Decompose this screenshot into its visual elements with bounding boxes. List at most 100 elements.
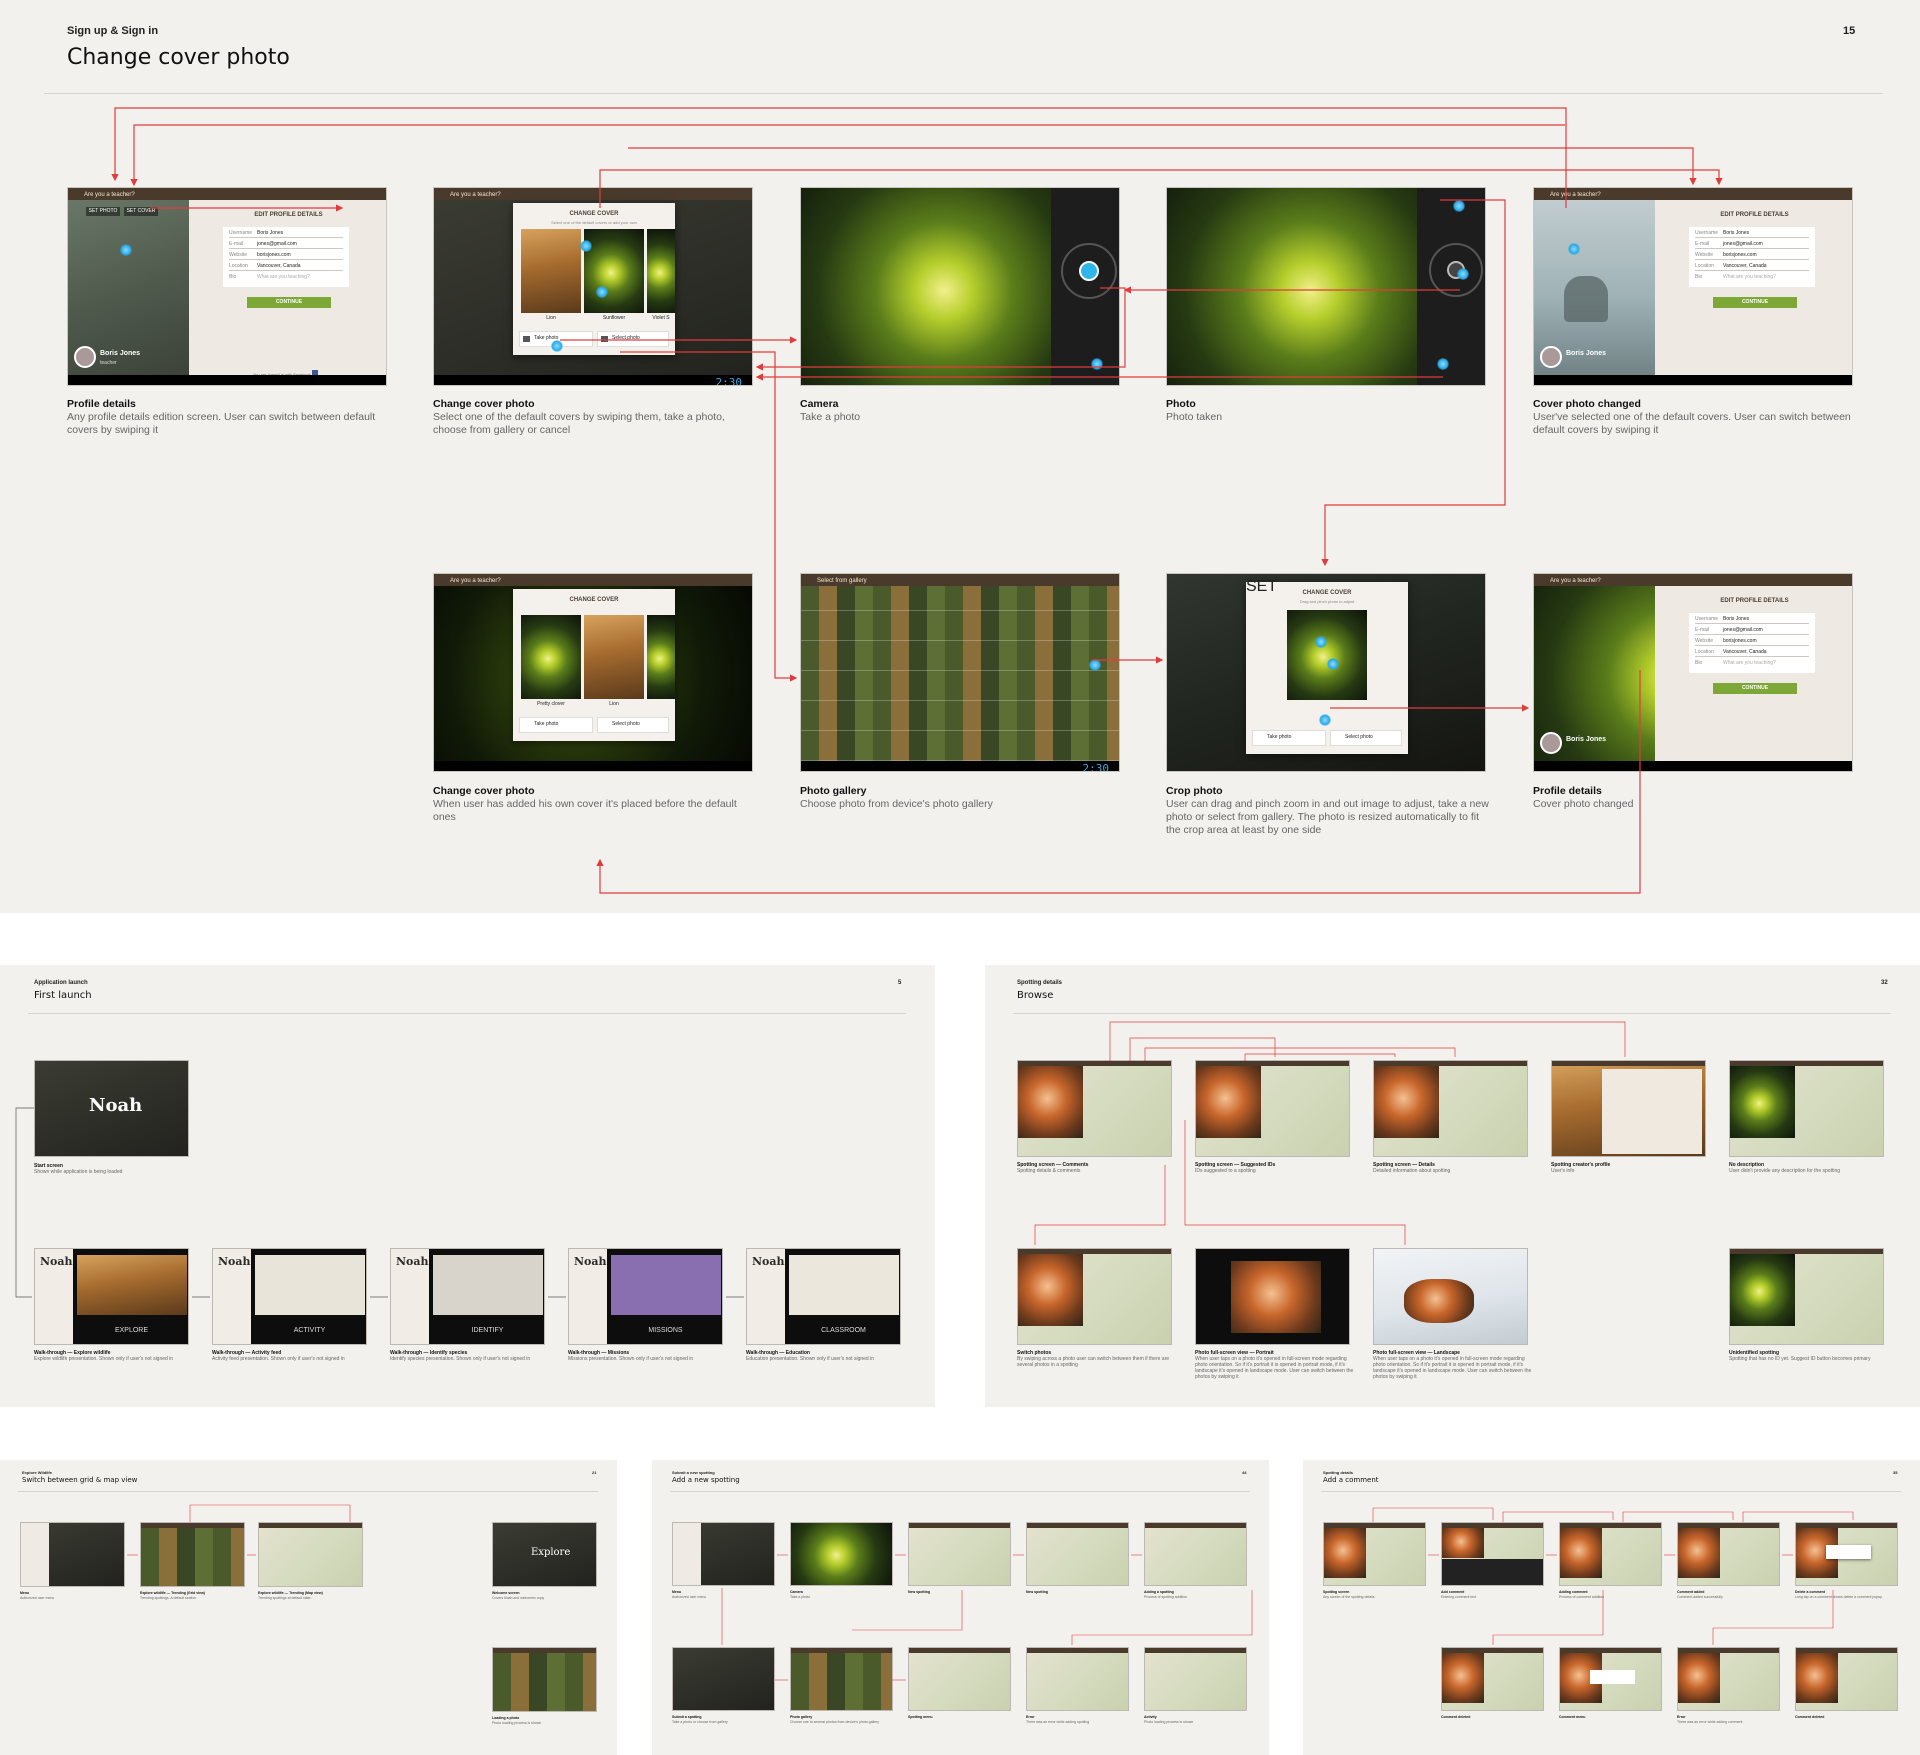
caption-change-cover: Change cover photo Select one of the defa… — [433, 398, 725, 436]
caption-walkthrough-activity: Walk-through — Activity feed Activity fee… — [212, 1350, 345, 1362]
switch-photos[interactable] — [1017, 1248, 1172, 1345]
caption-fullscreen-portrait: Photo full-screen view — Portrait When us… — [1195, 1350, 1354, 1380]
error-screen[interactable] — [1677, 1647, 1780, 1711]
activity-screen[interactable] — [1144, 1647, 1247, 1711]
set-photo-button[interactable]: SET PHOTO — [86, 207, 120, 216]
caption-submit: Submit a spotting Take a photo or choose … — [672, 1715, 728, 1724]
take-photo-button[interactable]: Take photo — [519, 717, 593, 733]
screen-photo[interactable] — [1166, 187, 1486, 386]
bio-field[interactable]: Bio What are you teaching? — [229, 274, 310, 280]
caption-welcome: Welcome screen Covers Noah and welcomes c… — [492, 1591, 545, 1600]
new-spotting-screen[interactable] — [908, 1522, 1011, 1586]
page-title: Browse — [1017, 990, 1054, 1001]
menu-screen[interactable] — [20, 1522, 125, 1587]
submit-spotting-screen[interactable] — [672, 1647, 775, 1711]
page-number: 15 — [1843, 25, 1856, 37]
caption-menu: Menu Authorized user menu — [20, 1591, 55, 1600]
screen-crop-photo[interactable]: CHANGE COVER Drag and pinch photo to adj… — [1166, 573, 1486, 772]
walkthrough-identify[interactable]: Noah IDENTIFY — [390, 1248, 545, 1345]
map-view-screen[interactable] — [258, 1522, 363, 1587]
walkthrough-classroom[interactable]: Noah CLASSROOM — [746, 1248, 901, 1345]
shutter-button[interactable] — [1079, 261, 1099, 281]
select-photo-button[interactable]: Select photo — [1330, 730, 1402, 746]
cover-option-pretty-clover[interactable] — [521, 615, 581, 699]
continue-button[interactable]: CONTINUE — [247, 297, 331, 308]
caption-photo: Photo Photo taken — [1166, 398, 1223, 423]
caption-delete-comment: Delete a comment Long tap on a comment sh… — [1795, 1590, 1883, 1599]
screen-cover-changed[interactable]: Are you a teacher? EDIT PROFILE DETAILS … — [1533, 187, 1853, 386]
unidentified-spotting[interactable] — [1729, 1248, 1884, 1345]
section-label: Spotting details — [1017, 980, 1062, 986]
touch-indicator — [1315, 636, 1327, 648]
take-photo-button[interactable]: Take photo — [1252, 730, 1326, 746]
walkthrough-label: ACTIVITY — [293, 1327, 326, 1334]
noah-logo: Noah — [89, 1095, 143, 1116]
cover-option-sunflower[interactable] — [584, 229, 644, 313]
caption-comment-added: Comment added Comment added successfully — [1677, 1590, 1723, 1599]
user-name: Boris Jones — [1566, 350, 1607, 357]
loading-photo-screen[interactable] — [492, 1647, 597, 1712]
creator-profile[interactable] — [1551, 1060, 1706, 1157]
touch-indicator — [1319, 714, 1331, 726]
spotting-suggested[interactable] — [1195, 1060, 1350, 1157]
page-title: First launch — [34, 990, 92, 1001]
caption-photo-gallery: Photo gallery Choose photo from device's … — [800, 785, 993, 810]
select-photo-button[interactable]: Select photo — [597, 331, 669, 347]
no-description[interactable] — [1729, 1060, 1884, 1157]
comment-deleted-screen[interactable] — [1441, 1647, 1544, 1711]
walkthrough-explore[interactable]: Noah EXPLORE — [34, 1248, 189, 1345]
screen-photo-gallery[interactable]: Select from gallery 2:30 — [800, 573, 1120, 772]
dialog-subtitle: Select one of the default covers or add … — [551, 220, 637, 225]
page-title: Add a new spotting — [672, 1476, 740, 1484]
username-field[interactable]: Username Boris Jones — [229, 228, 343, 238]
adding-spotting-screen[interactable] — [1144, 1522, 1247, 1586]
new-spotting-screen-2[interactable] — [1026, 1522, 1129, 1586]
comment-menu-screen[interactable] — [1559, 1647, 1662, 1711]
delete-comment-screen[interactable] — [1795, 1522, 1898, 1586]
camera-screen[interactable] — [790, 1522, 893, 1586]
adding-comment-screen[interactable] — [1559, 1522, 1662, 1586]
page-number: 35 — [1893, 1470, 1898, 1475]
screen-change-cover-own[interactable]: Are you a teacher? CHANGE COVER Pretty c… — [433, 573, 753, 772]
walkthrough-activity[interactable]: Noah ACTIVITY — [212, 1248, 367, 1345]
screen-profile-details-changed[interactable]: Are you a teacher? EDIT PROFILE DETAILS … — [1533, 573, 1853, 772]
action-bar: Are you a teacher? — [1534, 574, 1852, 586]
crop-area[interactable] — [1287, 610, 1367, 700]
photo-gallery-screen[interactable] — [790, 1647, 893, 1711]
error-screen[interactable] — [1026, 1647, 1129, 1711]
fullscreen-landscape[interactable] — [1373, 1248, 1528, 1345]
grid-view-screen[interactable] — [140, 1522, 245, 1587]
add-comment-screen[interactable] — [1441, 1522, 1544, 1586]
fullscreen-portrait[interactable] — [1195, 1248, 1350, 1345]
spotting-details[interactable] — [1373, 1060, 1528, 1157]
cover-option-lion[interactable] — [521, 229, 581, 313]
walkthrough-missions[interactable]: Noah MISSIONS — [568, 1248, 723, 1345]
cover-option-violet[interactable] — [647, 229, 675, 313]
facebook-note: You are logged in with Facebook — [253, 370, 319, 377]
spotting-comments[interactable] — [1017, 1060, 1172, 1157]
continue-button[interactable]: CONTINUE — [1713, 683, 1797, 694]
cover-option-lion[interactable] — [584, 615, 644, 699]
location-field[interactable]: Location Vancouver, Canada — [229, 261, 343, 271]
caption-profile-details-changed: Profile details Cover photo changed — [1533, 785, 1634, 810]
cover-option-next[interactable] — [647, 615, 675, 699]
spotting-menu-screen[interactable] — [908, 1647, 1011, 1711]
continue-button[interactable]: CONTINUE — [1713, 297, 1797, 308]
email-field[interactable]: E-mail jones@gmail.com — [229, 239, 343, 249]
comment-deleted-screen-2[interactable] — [1795, 1647, 1898, 1711]
select-photo-button[interactable]: Select photo — [597, 717, 669, 733]
set-button[interactable]: SET — [1246, 578, 1278, 595]
comment-added-screen[interactable] — [1677, 1522, 1780, 1586]
welcome-screen[interactable]: Explore — [492, 1522, 597, 1587]
start-screen[interactable]: Noah — [34, 1060, 189, 1157]
spotting-screen[interactable] — [1323, 1522, 1426, 1586]
set-cover-button[interactable]: SET COVER — [124, 207, 158, 216]
touch-indicator — [1453, 200, 1465, 212]
screen-camera[interactable] — [800, 187, 1120, 386]
caption-comment-deleted: Comment deleted — [1441, 1715, 1471, 1719]
user-role: teacher — [100, 360, 117, 366]
screen-change-cover[interactable]: Are you a teacher? CHANGE COVER Select o… — [433, 187, 753, 386]
website-field[interactable]: Website borisjones.com — [229, 250, 343, 260]
screen-profile-details[interactable]: Are you a teacher? SET PHOTO SET COVER E… — [67, 187, 387, 386]
menu-screen[interactable] — [672, 1522, 775, 1586]
